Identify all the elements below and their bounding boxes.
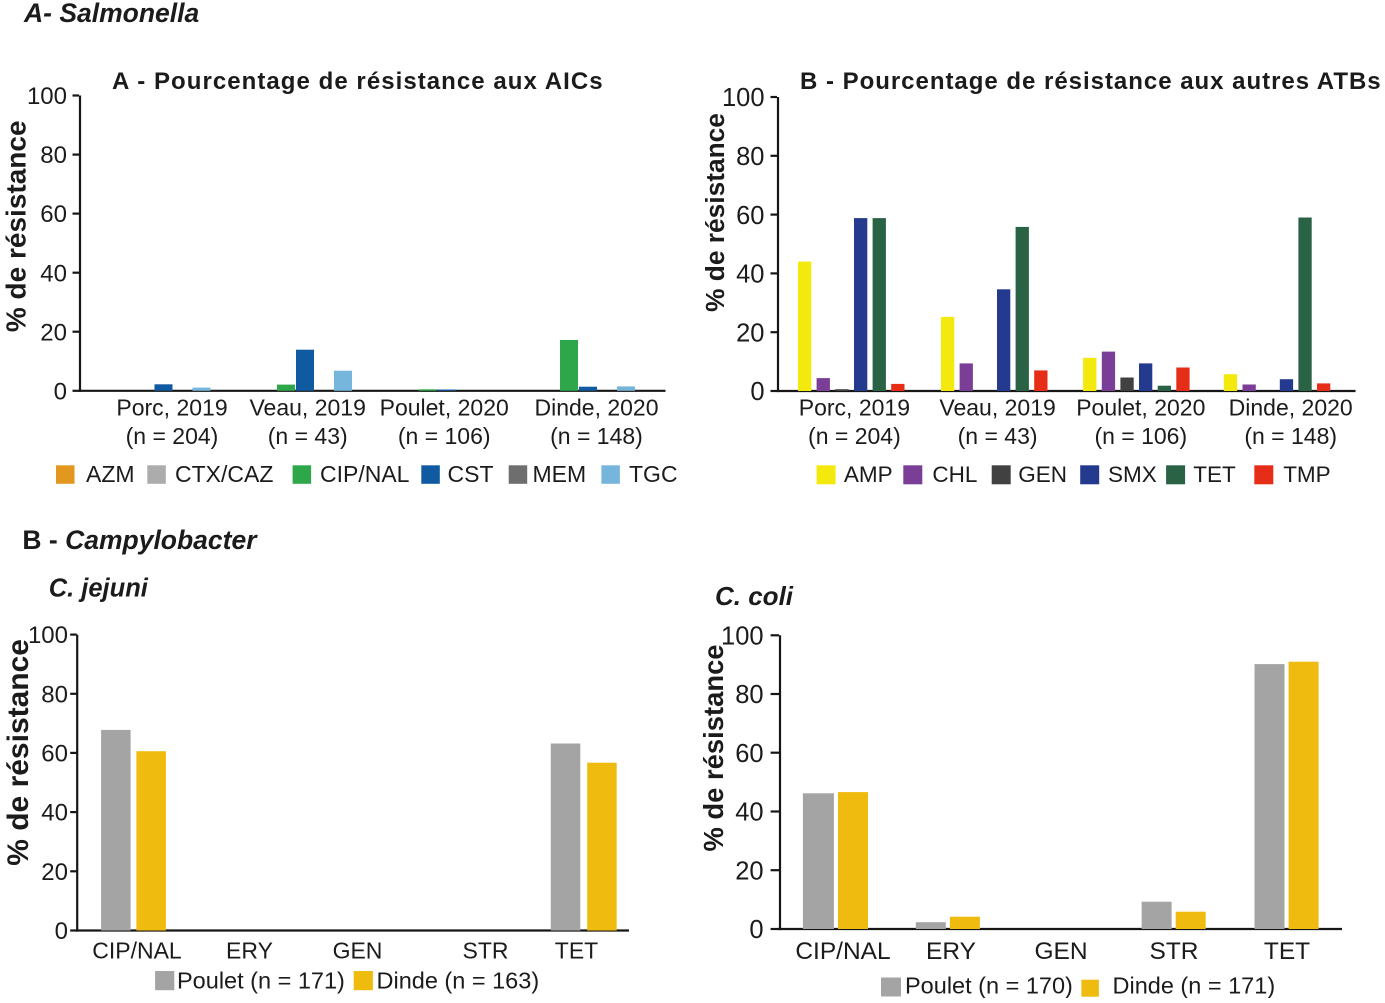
svg-text:% de résistance: % de résistance	[698, 644, 729, 851]
svg-text:STR: STR	[1150, 938, 1199, 965]
svg-text:80: 80	[40, 142, 67, 169]
svg-text:40: 40	[40, 260, 67, 287]
svg-text:0: 0	[54, 378, 67, 405]
svg-text:A- Salmonella: A- Salmonella	[23, 0, 199, 28]
svg-text:60: 60	[41, 741, 68, 768]
svg-text:Poulet, 2020: Poulet, 2020	[1076, 395, 1205, 421]
svg-text:80: 80	[41, 681, 68, 708]
svg-text:Poulet (n = 170): Poulet (n = 170)	[905, 973, 1073, 999]
svg-text:TGC: TGC	[629, 461, 678, 487]
svg-text:C. jejuni: C. jejuni	[49, 575, 149, 603]
svg-text:CTX/CAZ: CTX/CAZ	[175, 461, 273, 487]
svg-text:0: 0	[750, 378, 764, 406]
svg-text:100: 100	[28, 622, 68, 649]
svg-text:% de résistance: % de résistance	[1, 120, 32, 332]
svg-text:AZM: AZM	[86, 461, 135, 487]
svg-text:% de résistance: % de résistance	[2, 639, 35, 866]
svg-text:MEM: MEM	[533, 461, 587, 487]
svg-text:0: 0	[55, 918, 68, 945]
svg-text:40: 40	[735, 799, 763, 827]
svg-text:Dinde (n = 163): Dinde (n = 163)	[377, 968, 540, 994]
svg-text:ERY: ERY	[226, 938, 273, 964]
svg-text:80: 80	[735, 681, 763, 709]
svg-text:20: 20	[735, 857, 763, 885]
svg-text:AMP: AMP	[844, 462, 893, 487]
svg-text:CST: CST	[448, 461, 494, 487]
svg-text:CIP/NAL: CIP/NAL	[92, 938, 182, 964]
svg-text:20: 20	[41, 859, 68, 886]
svg-text:Veau, 2019: Veau, 2019	[249, 395, 365, 421]
svg-text:% de résistance: % de résistance	[700, 113, 730, 312]
svg-text:A - Pourcentage de résistance: A - Pourcentage de résistance aux AICs	[112, 68, 604, 95]
svg-text:Porc, 2019: Porc, 2019	[116, 395, 227, 421]
svg-text:(n = 43): (n = 43)	[958, 423, 1038, 449]
svg-text:Dinde, 2020: Dinde, 2020	[1229, 395, 1353, 421]
svg-text:C. coli: C. coli	[715, 581, 794, 611]
svg-text:100: 100	[721, 623, 764, 651]
svg-text:SMX: SMX	[1108, 462, 1157, 487]
svg-text:20: 20	[736, 319, 764, 347]
svg-text:CIP/NAL: CIP/NAL	[795, 938, 890, 965]
svg-text:GEN: GEN	[333, 938, 383, 964]
svg-text:GEN: GEN	[1018, 462, 1067, 487]
svg-text:(n = 43): (n = 43)	[268, 423, 348, 449]
svg-text:80: 80	[736, 143, 764, 171]
svg-text:(n = 148): (n = 148)	[550, 423, 643, 449]
svg-text:20: 20	[40, 319, 67, 346]
svg-text:100: 100	[27, 83, 67, 110]
svg-text:(n = 148): (n = 148)	[1244, 423, 1337, 449]
svg-text:CIP/NAL: CIP/NAL	[320, 461, 410, 487]
svg-text:60: 60	[40, 201, 67, 228]
svg-text:B - Campylobacter: B - Campylobacter	[22, 525, 258, 555]
svg-text:40: 40	[41, 800, 68, 827]
svg-text:0: 0	[749, 916, 763, 944]
svg-text:ERY: ERY	[926, 938, 976, 965]
svg-text:(n = 106): (n = 106)	[1094, 423, 1187, 449]
svg-text:GEN: GEN	[1034, 938, 1087, 965]
svg-text:Porc, 2019: Porc, 2019	[799, 395, 910, 421]
svg-text:Poulet (n = 171): Poulet (n = 171)	[177, 968, 345, 994]
svg-text:40: 40	[736, 261, 764, 289]
svg-text:Poulet, 2020: Poulet, 2020	[380, 395, 509, 421]
svg-text:(n = 204): (n = 204)	[126, 423, 219, 449]
svg-text:TMP: TMP	[1283, 462, 1331, 487]
svg-text:60: 60	[735, 740, 763, 768]
svg-text:TET: TET	[1264, 938, 1310, 965]
svg-text:TET: TET	[555, 938, 598, 964]
svg-text:B - Pourcentage de résistance: B - Pourcentage de résistance aux autres…	[800, 68, 1382, 95]
svg-text:(n = 204): (n = 204)	[808, 423, 901, 449]
svg-text:Dinde, 2020: Dinde, 2020	[534, 395, 658, 421]
svg-text:60: 60	[736, 202, 764, 230]
svg-text:STR: STR	[463, 938, 509, 964]
svg-text:TET: TET	[1193, 462, 1236, 487]
svg-text:100: 100	[722, 84, 765, 112]
svg-text:Veau, 2019: Veau, 2019	[939, 395, 1055, 421]
svg-text:Dinde (n = 171): Dinde (n = 171)	[1113, 973, 1276, 999]
svg-text:CHL: CHL	[932, 462, 977, 487]
svg-text:(n = 106): (n = 106)	[398, 423, 491, 449]
